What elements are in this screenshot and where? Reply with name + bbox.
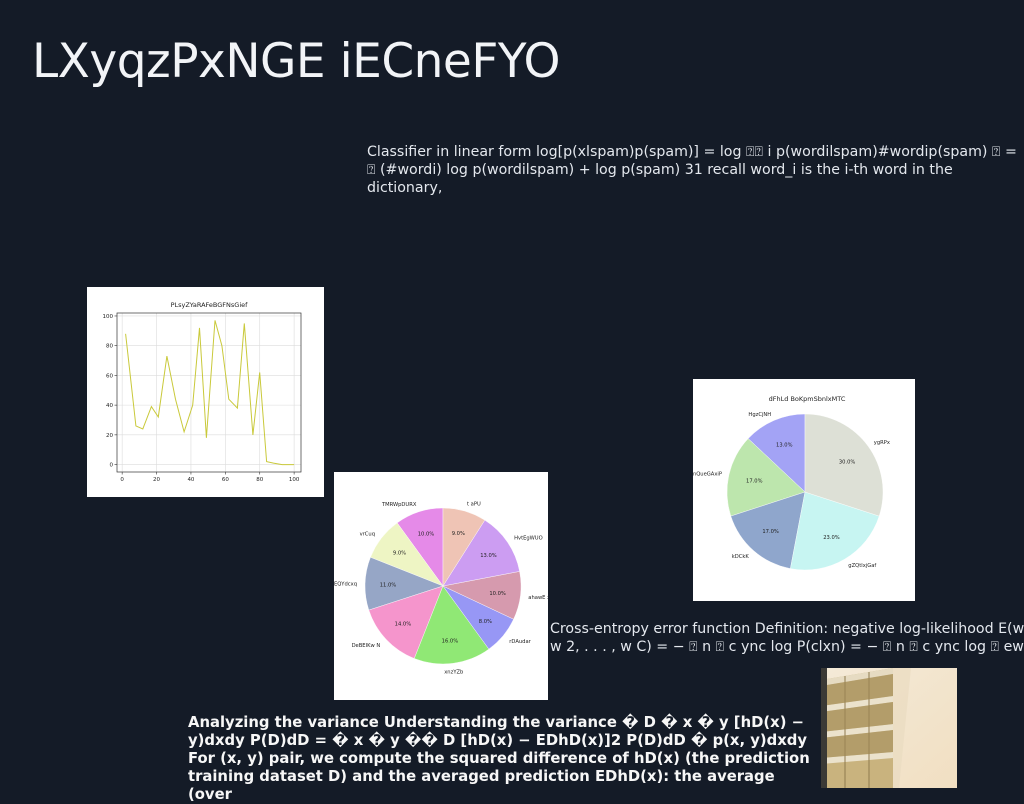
pie-slice-label: HgzCjNH bbox=[748, 412, 771, 418]
plot-frame bbox=[116, 312, 302, 473]
y-tick-label: 100 bbox=[103, 314, 114, 320]
x-tick-label: 40 bbox=[187, 477, 194, 483]
pie-slice-percent: 13.0% bbox=[480, 553, 497, 559]
line-series bbox=[125, 320, 295, 466]
pie-chart-b: dFhLd BoKpmSbnlxMTC HgzCjNH 13.0% nQueGAxiP… bbox=[693, 395, 890, 571]
pie-slice bbox=[368, 585, 444, 659]
pie-slice-percent: 30.0% bbox=[839, 459, 856, 465]
pie-slice bbox=[804, 413, 884, 517]
pie-chart-b-panel: dFhLd BoKpmSbnlxMTC HgzCjNH 13.0% nQueGAxiP… bbox=[693, 379, 915, 601]
pie-slice-label: vrCuq bbox=[360, 531, 375, 537]
pie-slice bbox=[442, 519, 520, 587]
y-tick-label: 60 bbox=[106, 373, 113, 379]
pie-slice-percent: 10.0% bbox=[418, 532, 435, 538]
pie-slice-percent: 8.0% bbox=[479, 619, 492, 625]
pie-slice bbox=[442, 507, 486, 587]
pie-slice bbox=[747, 413, 806, 493]
x-tick-label: 20 bbox=[153, 477, 160, 483]
pie-slice-percent: 13.0% bbox=[776, 442, 793, 448]
pie-slice-percent: 14.0% bbox=[395, 622, 412, 628]
y-tick-label: 40 bbox=[106, 403, 113, 409]
pie-slice-percent: 10.0% bbox=[489, 591, 506, 597]
pie-slice-label: DeBEIKw N bbox=[352, 643, 381, 649]
line-chart-panel: PLsyZYaRAFeBGFNsGief 0 20 40 60 80 100 0 20 40 60 8… bbox=[87, 287, 324, 497]
pie-slice-label: HvtEgWUO bbox=[514, 536, 543, 542]
x-tick-label: 0 bbox=[120, 477, 124, 483]
pie-slice-percent: 11.0% bbox=[380, 582, 397, 588]
building-photo bbox=[821, 668, 957, 788]
pie-slice-label: gZQtlxjGaf bbox=[848, 563, 876, 569]
pie-slice-label: nQueGAxiP bbox=[693, 472, 722, 478]
pie-chart-a: TMRWpDURX 10.0% vrCuq 9.0% mxEQYdcxq 11.0% DeB… bbox=[334, 501, 548, 675]
x-tick-label: 80 bbox=[256, 477, 263, 483]
x-tick-label: 100 bbox=[289, 477, 300, 483]
cross-entropy-line-2: w 2, . . . , w C) = − ⍰ n ⍰ c ync log P(… bbox=[550, 639, 1024, 655]
pie-slice-label: rDAudar bbox=[509, 639, 531, 645]
cross-entropy-text: Cross-entropy error function Definition:… bbox=[550, 620, 1024, 656]
pie-slice-percent: 9.0% bbox=[452, 531, 465, 537]
pie-slice-label: kDCkK bbox=[732, 554, 750, 560]
pie-slice-percent: 16.0% bbox=[442, 639, 459, 645]
variance-text: Analyzing the variance Understanding the… bbox=[188, 714, 810, 803]
classifier-text: Classifier in linear form log[p(xlspam)p… bbox=[367, 144, 1017, 196]
pie-slice-percent: 9.0% bbox=[393, 550, 406, 556]
pie-slice-label: ygRPx bbox=[874, 440, 890, 446]
line-chart: PLsyZYaRAFeBGFNsGief 0 20 40 60 80 100 0 20 40 60 8… bbox=[103, 301, 302, 483]
x-tick-label: 60 bbox=[222, 477, 229, 483]
y-tick-label: 0 bbox=[110, 463, 114, 469]
pie-chart-a-panel: TMRWpDURX 10.0% vrCuq 9.0% mxEQYdcxq 11.0% DeB… bbox=[334, 472, 548, 700]
pie-slice-label: TMRWpDURX bbox=[381, 502, 417, 508]
line-chart-title: PLsyZYaRAFeBGFNsGief bbox=[171, 301, 249, 309]
pie-slice bbox=[790, 491, 880, 571]
pie-slice bbox=[414, 585, 490, 665]
y-tick-label: 80 bbox=[106, 344, 113, 350]
pie-slice-percent: 23.0% bbox=[823, 535, 840, 541]
pie-slice-label: mxEQYdcxq bbox=[334, 581, 357, 587]
pie-chart-b-title: dFhLd BoKpmSbnlxMTC bbox=[769, 395, 846, 403]
pie-slice-label: t aPU bbox=[467, 501, 481, 507]
slide-title: LXyqzPxNGE iECneFYO bbox=[32, 34, 561, 89]
pie-slice-percent: 17.0% bbox=[762, 529, 779, 535]
y-tick-label: 20 bbox=[106, 433, 113, 439]
pie-slice bbox=[726, 438, 806, 517]
building-photo-art bbox=[821, 668, 957, 788]
pie-slice-label: ahawE xSrH bbox=[528, 595, 548, 601]
pie-slice-label: xnzYZb bbox=[444, 669, 464, 675]
pie-slice-percent: 17.0% bbox=[746, 479, 763, 485]
pie-slice bbox=[730, 491, 806, 569]
cross-entropy-line-1: Cross-entropy error function Definition:… bbox=[550, 621, 1024, 637]
